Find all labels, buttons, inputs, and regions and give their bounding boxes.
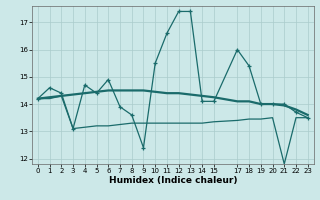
X-axis label: Humidex (Indice chaleur): Humidex (Indice chaleur) [108,176,237,185]
